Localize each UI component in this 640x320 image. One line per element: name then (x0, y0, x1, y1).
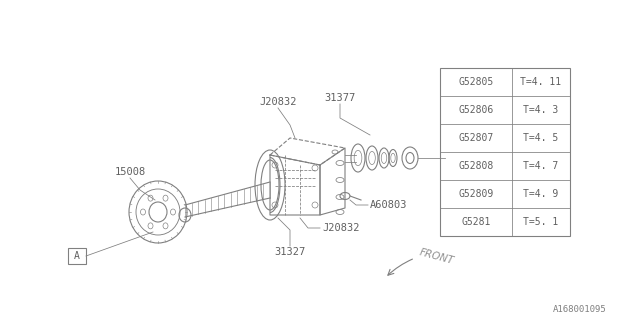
Text: FRONT: FRONT (418, 248, 455, 267)
Text: T=4. 9: T=4. 9 (524, 189, 559, 199)
Text: J20832: J20832 (322, 223, 360, 233)
Bar (440, 68, 570, 236)
Text: A168001095: A168001095 (553, 306, 607, 315)
Text: T=4. 7: T=4. 7 (524, 161, 559, 171)
Text: J20832: J20832 (259, 97, 297, 107)
Text: T=5. 1: T=5. 1 (524, 217, 559, 227)
Text: G52806: G52806 (458, 105, 493, 115)
Text: G52809: G52809 (458, 189, 493, 199)
Text: G52805: G52805 (458, 77, 493, 87)
Text: G52807: G52807 (458, 133, 493, 143)
Text: A: A (74, 251, 80, 261)
Text: 15008: 15008 (115, 167, 146, 177)
Text: 31377: 31377 (324, 93, 356, 103)
Text: T=4. 11: T=4. 11 (520, 77, 561, 87)
Bar (68, 248, 86, 264)
Text: G5281: G5281 (461, 217, 491, 227)
Text: 31327: 31327 (275, 247, 306, 257)
Text: A60803: A60803 (370, 200, 408, 210)
Text: G52808: G52808 (458, 161, 493, 171)
Text: T=4. 3: T=4. 3 (524, 105, 559, 115)
Text: T=4. 5: T=4. 5 (524, 133, 559, 143)
